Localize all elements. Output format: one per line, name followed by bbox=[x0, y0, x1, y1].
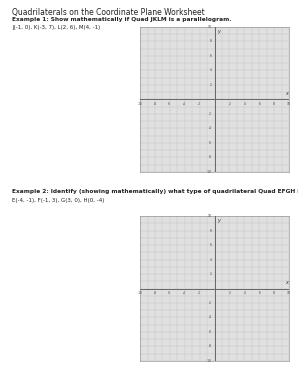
Text: -4: -4 bbox=[209, 315, 212, 320]
Text: -8: -8 bbox=[153, 291, 156, 295]
Text: 8: 8 bbox=[273, 102, 275, 106]
Text: 10: 10 bbox=[208, 214, 212, 218]
Text: -4: -4 bbox=[183, 291, 186, 295]
Text: -6: -6 bbox=[168, 102, 171, 106]
Text: 6: 6 bbox=[210, 54, 212, 58]
Text: -6: -6 bbox=[209, 330, 212, 334]
Text: 8: 8 bbox=[273, 291, 275, 295]
Text: 10: 10 bbox=[287, 102, 291, 106]
Text: y: y bbox=[218, 218, 221, 223]
Text: 6: 6 bbox=[258, 102, 260, 106]
Text: -2: -2 bbox=[209, 112, 212, 116]
Text: Quadrilaterals on the Coordinate Plane Worksheet: Quadrilaterals on the Coordinate Plane W… bbox=[12, 8, 205, 17]
Text: 4: 4 bbox=[210, 68, 212, 73]
Text: -8: -8 bbox=[209, 155, 212, 159]
Text: -8: -8 bbox=[209, 344, 212, 349]
Text: 2: 2 bbox=[229, 102, 230, 106]
Text: -2: -2 bbox=[198, 291, 201, 295]
Text: 8: 8 bbox=[210, 39, 212, 44]
Text: 2: 2 bbox=[210, 83, 212, 87]
Text: y: y bbox=[218, 29, 221, 34]
Text: Example 1: Show mathematically if Quad JKLM is a parallelogram.: Example 1: Show mathematically if Quad J… bbox=[12, 17, 232, 22]
Text: 4: 4 bbox=[243, 102, 245, 106]
Text: 2: 2 bbox=[229, 291, 230, 295]
Text: -4: -4 bbox=[183, 102, 186, 106]
Text: 6: 6 bbox=[210, 243, 212, 247]
Text: 2: 2 bbox=[210, 272, 212, 276]
Text: -2: -2 bbox=[209, 301, 212, 305]
Text: -10: -10 bbox=[138, 291, 142, 295]
Text: 6: 6 bbox=[258, 291, 260, 295]
Text: -10: -10 bbox=[207, 170, 212, 174]
Text: Example 2: Identify (showing mathematically) what type of quadrilateral Quad EFG: Example 2: Identify (showing mathematica… bbox=[12, 189, 298, 194]
Text: x: x bbox=[285, 91, 288, 96]
Text: -10: -10 bbox=[138, 102, 142, 106]
Text: 4: 4 bbox=[210, 257, 212, 262]
Text: 10: 10 bbox=[287, 291, 291, 295]
Text: -6: -6 bbox=[168, 291, 171, 295]
Text: 8: 8 bbox=[210, 229, 212, 233]
Text: E(-4, -1), F(-1, 3), G(3, 0), H(0, -4): E(-4, -1), F(-1, 3), G(3, 0), H(0, -4) bbox=[12, 198, 104, 203]
Text: 10: 10 bbox=[208, 25, 212, 29]
Text: J(-1, 0), K(-3, 7), L(2, 6), M(4, -1): J(-1, 0), K(-3, 7), L(2, 6), M(4, -1) bbox=[12, 25, 100, 30]
Text: 4: 4 bbox=[243, 291, 245, 295]
Text: -6: -6 bbox=[209, 141, 212, 145]
Text: -4: -4 bbox=[209, 126, 212, 130]
Text: -10: -10 bbox=[207, 359, 212, 363]
Text: -8: -8 bbox=[153, 102, 156, 106]
Text: x: x bbox=[285, 280, 288, 285]
Text: -2: -2 bbox=[198, 102, 201, 106]
